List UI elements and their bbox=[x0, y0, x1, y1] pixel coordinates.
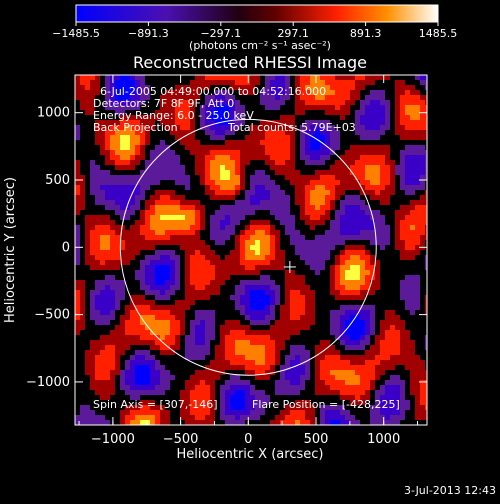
x-tick-label: 1000 bbox=[367, 432, 400, 447]
colorbar-tick-label: 1485.5 bbox=[419, 27, 458, 40]
x-tick-label: 500 bbox=[304, 432, 329, 447]
colorbar-tick-label: 891.3 bbox=[350, 27, 382, 40]
y-tick-label: 0 bbox=[62, 240, 70, 255]
y-tick-label: −500 bbox=[34, 308, 70, 323]
colorbar-gradient bbox=[76, 5, 438, 22]
x-tick-label: −1000 bbox=[91, 432, 135, 447]
x-tick-label: −500 bbox=[163, 432, 199, 447]
y-tick-label: −1000 bbox=[26, 375, 70, 390]
x-axis-label: Heliocentric X (arcsec) bbox=[177, 447, 324, 462]
colorbar-tick-label: −891.3 bbox=[128, 27, 169, 40]
y-tick-label: 1000 bbox=[37, 106, 70, 121]
footer-timestamp: 3-Jul-2013 12:43 bbox=[404, 484, 496, 497]
annotation-counts: Total counts: 5.79E+03 bbox=[227, 121, 356, 134]
annotation-flare-position: Flare Position = [-428,225] bbox=[252, 398, 400, 411]
plot-title: Reconstructed RHESSI Image bbox=[133, 53, 367, 72]
annotation-spin-axis: Spin Axis = [307,-146] bbox=[93, 398, 218, 411]
y-tick-label: 500 bbox=[45, 173, 70, 188]
colorbar-tick-label: −1485.5 bbox=[52, 27, 100, 40]
y-axis-label: Heliocentric Y (arcsec) bbox=[3, 177, 18, 323]
x-tick-label: 0 bbox=[244, 432, 252, 447]
colorbar-units: (photons cm⁻² s⁻¹ asec⁻²) bbox=[189, 39, 331, 52]
annotation-method: Back Projection bbox=[93, 121, 178, 134]
